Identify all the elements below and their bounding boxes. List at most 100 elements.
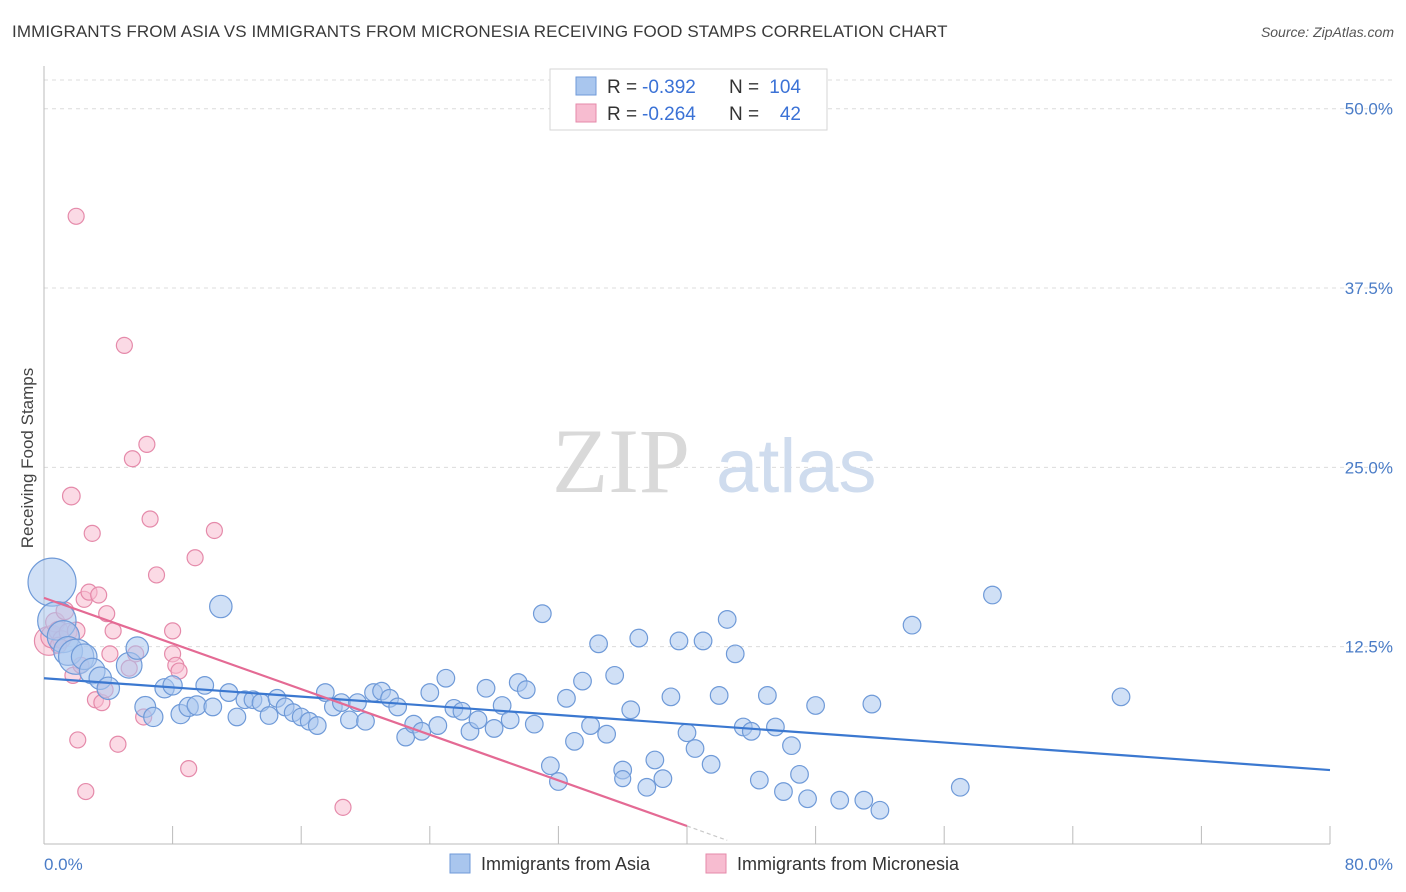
asia-point-80 <box>693 631 713 651</box>
asia-point-83 <box>717 610 737 629</box>
asia-point-61 <box>540 756 560 776</box>
y-tick-label-0: 12.5% <box>1345 638 1393 657</box>
legend-swatch-asia <box>575 76 597 96</box>
asia-point-18 <box>195 676 215 695</box>
watermark-zip: ZIP <box>552 410 690 512</box>
asia-point-60 <box>532 604 552 624</box>
micronesia-point-33 <box>164 622 182 640</box>
asia-point-75 <box>653 769 673 789</box>
asia-point-101 <box>983 585 1002 605</box>
asia-point-67 <box>589 634 608 654</box>
micronesia-point-13 <box>77 782 95 801</box>
asia-point-91 <box>782 736 801 756</box>
micronesia-point-37 <box>186 549 204 567</box>
asia-point-63 <box>557 688 576 708</box>
asia-point-52 <box>468 710 488 730</box>
asia-point-53 <box>476 678 496 698</box>
micronesia-point-15 <box>83 524 101 542</box>
asia-point-73 <box>637 777 657 797</box>
asia-point-99 <box>902 615 922 635</box>
micronesia-point-39 <box>334 798 352 816</box>
y-axis-title: Receiving Food Stamps <box>18 368 37 548</box>
micronesia-point-24 <box>115 336 133 355</box>
asia-point-48 <box>436 668 456 688</box>
y-tick-label-1: 25.0% <box>1345 458 1393 477</box>
bottom-legend-swatch-micronesia <box>705 853 727 874</box>
asia-point-58 <box>516 680 536 700</box>
legend-r-label-micronesia: R = <box>607 104 637 125</box>
micronesia-point-17 <box>90 586 108 604</box>
asia-point-10 <box>125 636 150 660</box>
asia-point-82 <box>709 686 729 705</box>
legend-n-label-micronesia: N = <box>729 104 759 125</box>
asia-point-71 <box>621 700 641 720</box>
watermark-atlas: atlas <box>716 424 877 509</box>
x-tick-label-1: 80.0% <box>1345 855 1393 874</box>
asia-point-47 <box>428 716 448 735</box>
asia-point-94 <box>806 696 825 715</box>
legend-swatch-micronesia <box>575 103 597 123</box>
asia-points <box>27 557 1131 820</box>
legend-n-label-asia: N = <box>729 77 759 98</box>
asia-point-92 <box>790 764 809 784</box>
x-tick-label-0: 0.0% <box>44 855 83 874</box>
asia-point-36 <box>340 710 359 730</box>
asia-point-42 <box>388 697 408 717</box>
y-tick-label-3: 50.0% <box>1345 100 1393 119</box>
micronesia-trend-line <box>43 596 688 828</box>
asia-trend-line <box>43 677 1331 772</box>
micronesia-point-26 <box>123 450 142 468</box>
asia-point-69 <box>605 665 625 685</box>
tick-labels: 12.5% 25.0% 37.5% 50.0% 0.0% 80.0% <box>44 100 1393 874</box>
legend-r-value-micronesia: -0.264 <box>642 104 696 125</box>
source-label: Source: ZipAtlas.com <box>1260 24 1394 40</box>
micronesia-trend-extension <box>686 825 728 841</box>
asia-point-66 <box>581 716 600 735</box>
grid-lines <box>44 79 1392 648</box>
asia-point-14 <box>162 675 183 696</box>
y-tick-label-2: 37.5% <box>1345 279 1393 298</box>
asia-point-20 <box>209 594 233 619</box>
micronesia-point-31 <box>147 566 166 584</box>
asia-point-46 <box>420 683 440 702</box>
asia-point-64 <box>565 731 584 751</box>
micronesia-point-38 <box>205 521 223 540</box>
asia-point-89 <box>766 717 785 737</box>
asia-point-12 <box>143 706 164 728</box>
micronesia-point-40 <box>67 207 85 225</box>
bottom-legend-label-asia: Immigrants from Asia <box>481 854 651 874</box>
legend-n-value-asia: 104 <box>769 77 801 98</box>
bottom-legend-swatch-asia <box>449 853 471 874</box>
asia-point-32 <box>307 716 327 735</box>
asia-point-77 <box>669 631 689 651</box>
asia-point-96 <box>854 790 874 810</box>
micronesia-point-30 <box>141 510 159 528</box>
asia-point-93 <box>798 789 817 809</box>
asia-point-76 <box>661 687 681 707</box>
legend-r-value-asia: -0.392 <box>642 77 696 98</box>
axes <box>43 66 1331 845</box>
asia-point-87 <box>749 770 769 790</box>
asia-point-0 <box>27 557 77 607</box>
asia-point-97 <box>862 694 882 714</box>
chart-title: IMMIGRANTS FROM ASIA VS IMMIGRANTS FROM … <box>12 22 948 41</box>
asia-point-17 <box>186 695 207 716</box>
legend-box: R = -0.392 N = 104 R = -0.264 N = 42 <box>549 68 828 131</box>
watermark: ZIP atlas <box>552 410 877 512</box>
asia-point-88 <box>757 686 777 705</box>
micronesia-point-36 <box>180 760 198 778</box>
asia-point-8 <box>96 676 121 701</box>
asia-point-68 <box>597 724 617 744</box>
trend-lines <box>43 596 1331 841</box>
asia-point-102 <box>1111 687 1131 707</box>
legend-r-label-asia: R = <box>607 77 637 98</box>
asia-point-86 <box>741 721 761 741</box>
asia-point-78 <box>677 723 697 743</box>
asia-point-56 <box>500 710 520 730</box>
bottom-legend: Immigrants from Asia Immigrants from Mic… <box>449 853 960 874</box>
asia-point-59 <box>524 714 544 734</box>
micronesia-point-23 <box>109 735 127 753</box>
micronesia-point-29 <box>138 435 156 453</box>
asia-point-65 <box>573 671 592 691</box>
